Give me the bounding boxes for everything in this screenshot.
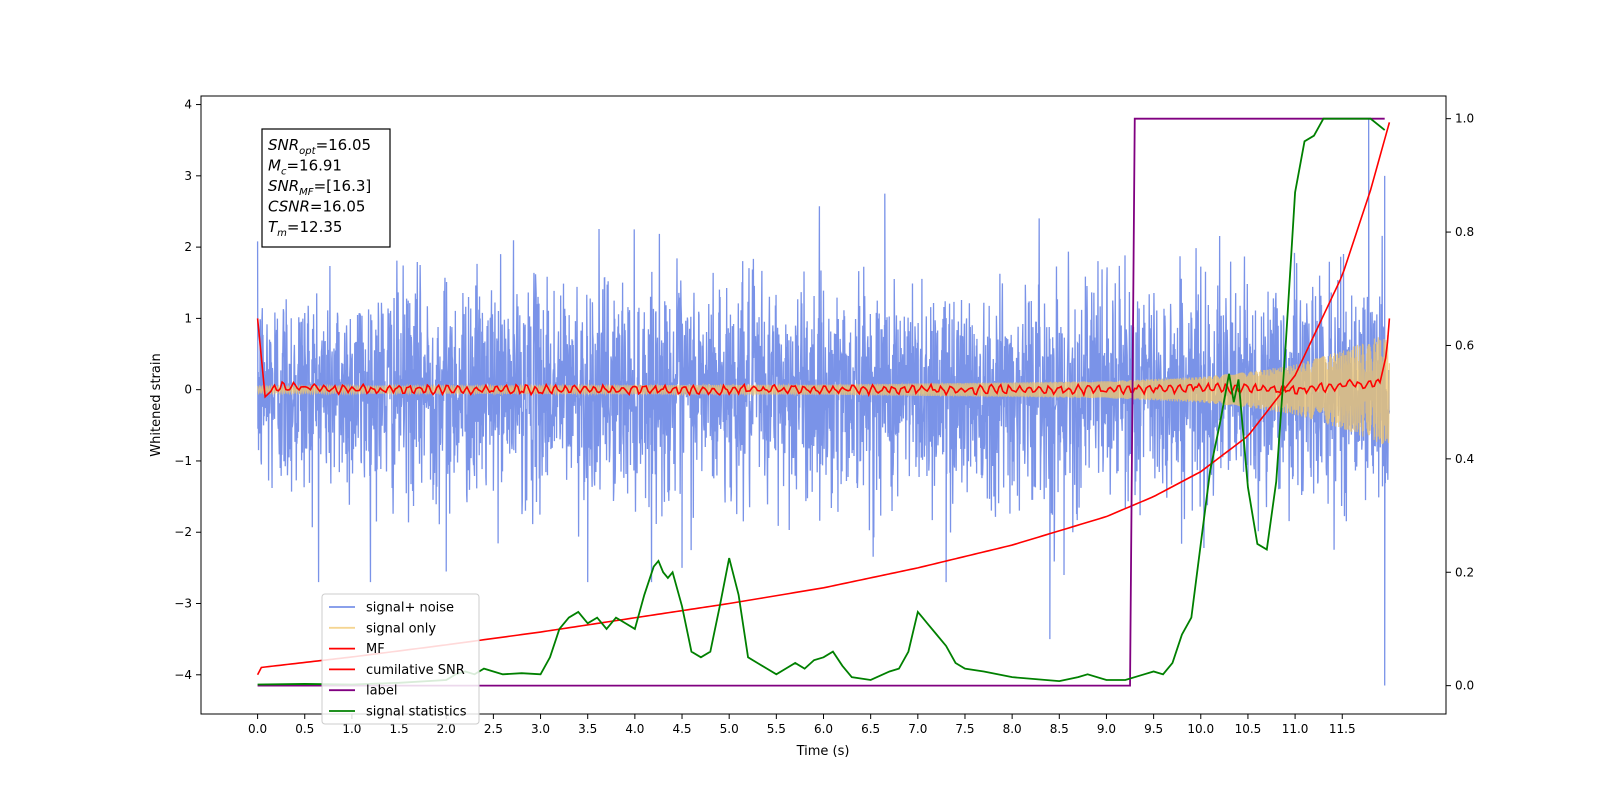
- y-tick-label: −2: [174, 525, 192, 539]
- y2-tick-label: 0.8: [1455, 225, 1474, 239]
- annotation-box: SNRopt=16.05Mc=16.91SNRMF=[16.3]CSNR=16.…: [261, 128, 391, 248]
- legend-label: signal only: [366, 621, 436, 636]
- x-tick-label: 9.5: [1144, 722, 1163, 736]
- annotation-line: SNRopt=16.05: [268, 136, 371, 157]
- legend-label: MF: [366, 642, 385, 657]
- x-tick-label: 7.5: [955, 722, 974, 736]
- annotation-line: CSNR=16.05: [268, 198, 365, 216]
- x-tick-label: 8.0: [1003, 722, 1022, 736]
- x-tick-label: 6.5: [861, 722, 880, 736]
- series-label-line: [257, 117, 1385, 687]
- y-tick-label: 4: [184, 98, 192, 112]
- x-tick-label: 4.0: [625, 722, 644, 736]
- y-tick-label: −3: [174, 597, 192, 611]
- x-tick-label: 1.0: [342, 722, 361, 736]
- series-signal-noise-line: [256, 118, 1391, 686]
- y-tick-label: −1: [174, 454, 192, 468]
- x-tick-label: 7.0: [908, 722, 927, 736]
- x-tick-label: 3.5: [578, 722, 597, 736]
- x-tick-label: 9.0: [1097, 722, 1116, 736]
- x-tick-label: 11.0: [1282, 722, 1309, 736]
- x-tick-label: 5.0: [720, 722, 739, 736]
- x-tick-label: 0.5: [295, 722, 314, 736]
- x-tick-label: 3.0: [531, 722, 550, 736]
- x-tick-label: 4.5: [672, 722, 691, 736]
- y2-tick-label: 0.2: [1455, 565, 1474, 579]
- annotation-line: Mc=16.91: [268, 157, 342, 178]
- y-axis-right: 0.0 0.2 0.4 0.6 0.8 1.0: [1446, 112, 1474, 693]
- x-tick-label: 0.0: [248, 722, 267, 736]
- y-axis-label: Whitened strain: [149, 353, 164, 456]
- y-axis-left: −4 −3 −2 −1 0 1 2 3 4: [174, 98, 201, 682]
- legend-label: label: [366, 684, 397, 699]
- y-tick-label: 3: [184, 169, 192, 183]
- x-tick-label: 10.0: [1187, 722, 1214, 736]
- x-tick-label: 8.5: [1050, 722, 1069, 736]
- y-tick-label: 2: [184, 240, 192, 254]
- x-axis-label: Time (s): [796, 744, 850, 759]
- legend-label: signal+ noise: [366, 601, 454, 616]
- x-tick-label: 1.5: [390, 722, 409, 736]
- legend-label: cumilative SNR: [366, 663, 465, 678]
- y2-tick-label: 0.4: [1455, 452, 1474, 466]
- y2-tick-label: 0.6: [1455, 338, 1474, 352]
- legend-label: signal statistics: [366, 705, 467, 720]
- annotation-line: Tm=12.35: [268, 218, 342, 239]
- x-axis: 0.0 0.5 1.0 1.5 2.0 2.5 3.0 3.5 4.0 4.5 5.0 5.5 6.0 6…: [248, 714, 1356, 736]
- x-tick-label: 6.0: [814, 722, 833, 736]
- y-tick-label: 1: [184, 311, 192, 325]
- annotation-box-frame: [261, 128, 391, 248]
- legend: signal+ noise signal only MF cumilative SNR…: [321, 593, 480, 725]
- annotation-line: SNRMF=[16.3]: [268, 177, 371, 198]
- x-tick-label: 2.5: [484, 722, 503, 736]
- y2-tick-label: 1.0: [1455, 112, 1474, 126]
- x-tick-label: 11.5: [1329, 722, 1356, 736]
- series-mf-line: [256, 318, 1391, 399]
- legend-frame: [321, 593, 480, 725]
- x-tick-label: 2.0: [437, 722, 456, 736]
- series-signal-statistics-line: [257, 117, 1386, 686]
- y-tick-label: −4: [174, 668, 192, 682]
- x-tick-label: 10.5: [1235, 722, 1262, 736]
- x-tick-label: 5.5: [767, 722, 786, 736]
- y-tick-label: 0: [184, 383, 192, 397]
- y2-tick-label: 0.0: [1455, 679, 1474, 693]
